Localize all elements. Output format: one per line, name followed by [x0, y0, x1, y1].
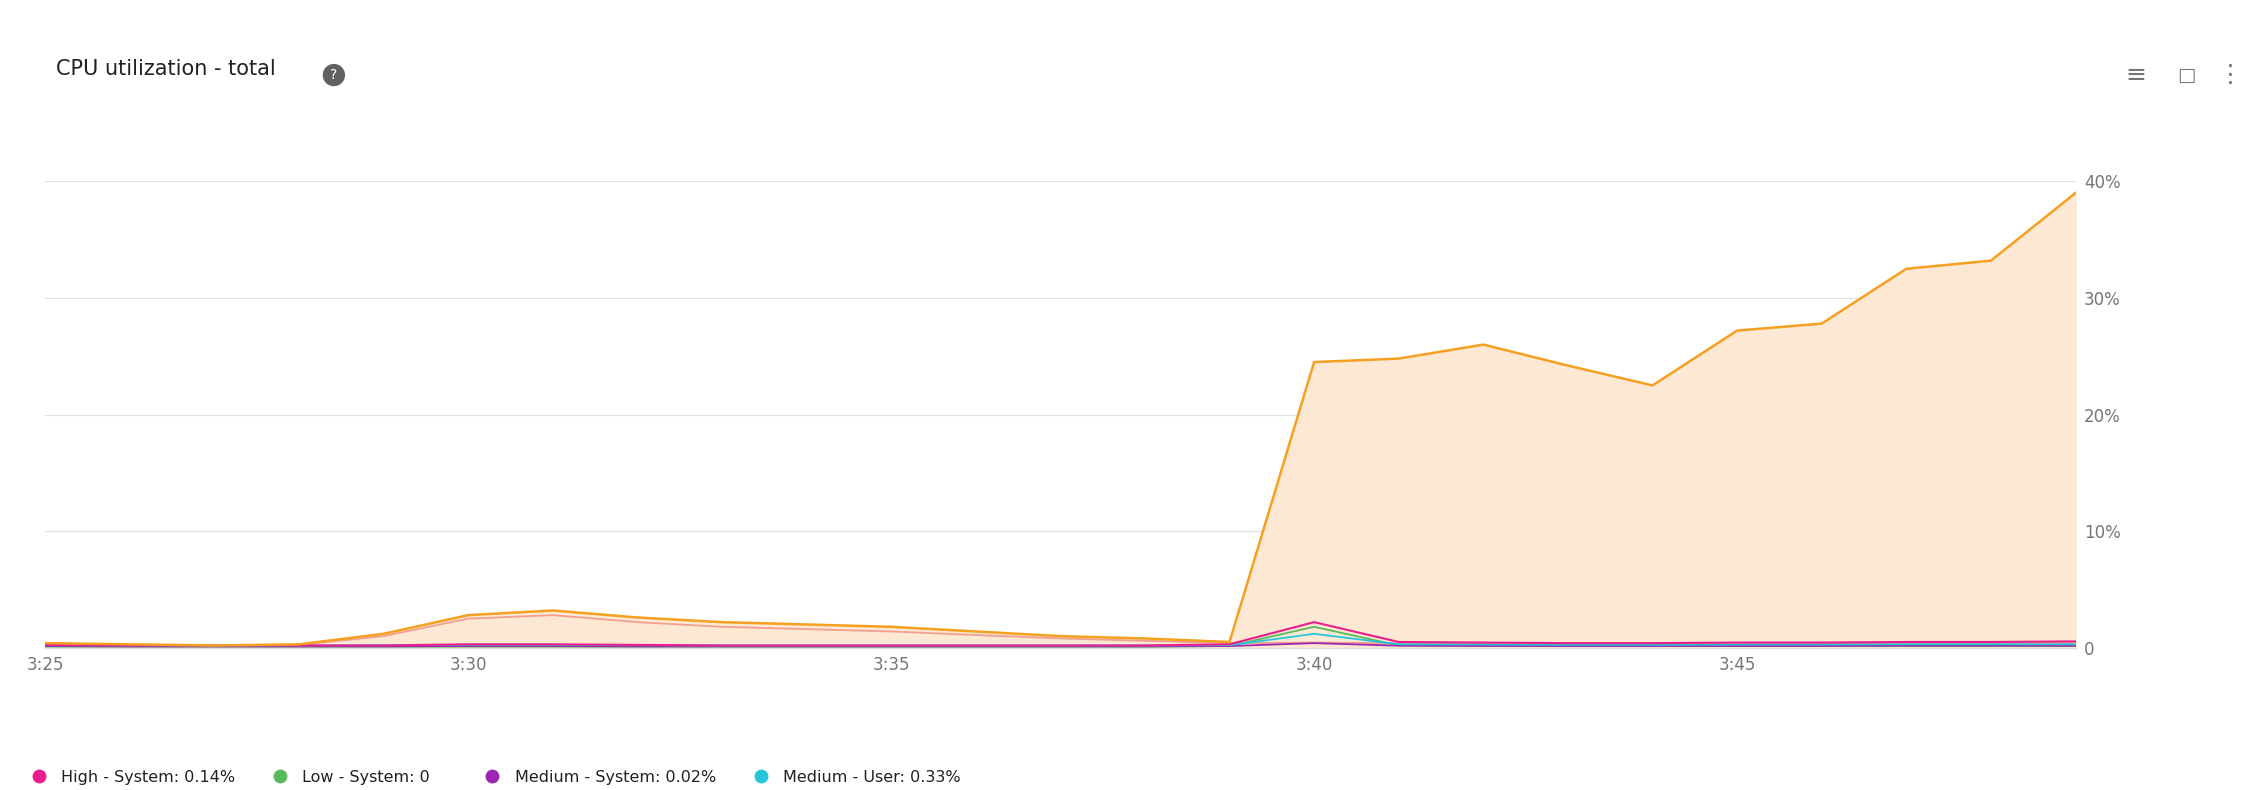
Text: ?: ?: [329, 68, 338, 82]
Text: ≡: ≡: [2125, 63, 2145, 87]
Text: CPU utilization - total: CPU utilization - total: [56, 59, 275, 79]
Text: ⋮: ⋮: [2218, 63, 2242, 87]
Text: □: □: [2177, 66, 2195, 85]
Legend: High - System: 0.14%, High - User: 43.88%, Low - System: 0, Low - User: 0.26%, M: High - System: 0.14%, High - User: 43.88…: [16, 764, 968, 790]
